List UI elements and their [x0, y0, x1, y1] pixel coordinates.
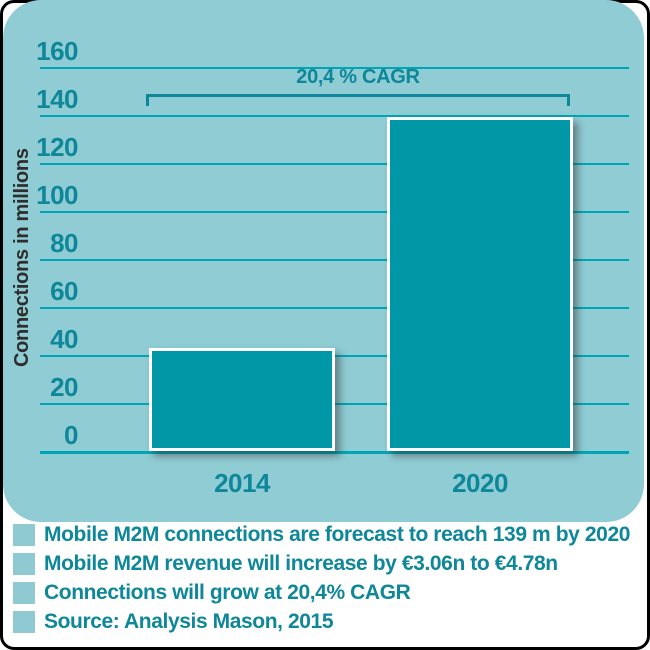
y-tick-label-100: 100 [36, 180, 78, 210]
bullet-text: Mobile M2M revenue will increase by €3.0… [44, 552, 558, 575]
bullet-square-icon [13, 524, 35, 546]
gridline-140 [40, 115, 629, 117]
y-tick-label-140: 140 [36, 84, 78, 114]
bullet-item-4: Source: Analysis Mason, 2015 [13, 611, 650, 633]
bullet-square-icon [13, 553, 35, 575]
y-tick-label-160: 160 [36, 36, 78, 66]
gridline-100 [40, 211, 629, 213]
bullet-text: Connections will grow at 20,4% CAGR [44, 581, 411, 604]
bullet-item-1: Mobile M2M connections are forecast to r… [13, 524, 650, 546]
gridline-0 [40, 451, 629, 454]
gridline-160 [40, 67, 629, 69]
bullet-item-3: Connections will grow at 20,4% CAGR [13, 582, 650, 604]
key-findings-list: Mobile M2M connections are forecast to r… [0, 524, 650, 640]
bar-2020 [387, 117, 573, 451]
bullet-square-icon [13, 582, 35, 604]
x-axis-label-2014: 2014 [214, 468, 270, 498]
chart-panel: Connections in millions 20,4 % CAGR 0 20 4… [3, 0, 644, 522]
bullet-square-icon [13, 611, 35, 633]
y-tick-label-0: 0 [64, 420, 78, 450]
y-tick-label-20: 20 [50, 372, 78, 402]
bullet-text: Mobile M2M connections are forecast to r… [44, 523, 631, 546]
y-tick-label-120: 120 [36, 132, 78, 162]
y-tick-label-80: 80 [50, 228, 78, 258]
gridline-120 [40, 163, 629, 165]
bar-2014 [149, 347, 335, 451]
bullet-text: Source: Analysis Mason, 2015 [44, 610, 334, 633]
cagr-bracket [146, 94, 570, 106]
gridline-80 [40, 259, 629, 261]
x-axis-label-2020: 2020 [452, 468, 508, 498]
y-tick-label-40: 40 [50, 324, 78, 354]
gridline-60 [40, 307, 629, 309]
bullet-item-2: Mobile M2M revenue will increase by €3.0… [13, 553, 650, 575]
cagr-annotation: 20,4 % CAGR [296, 66, 420, 88]
y-tick-label-60: 60 [50, 276, 78, 306]
